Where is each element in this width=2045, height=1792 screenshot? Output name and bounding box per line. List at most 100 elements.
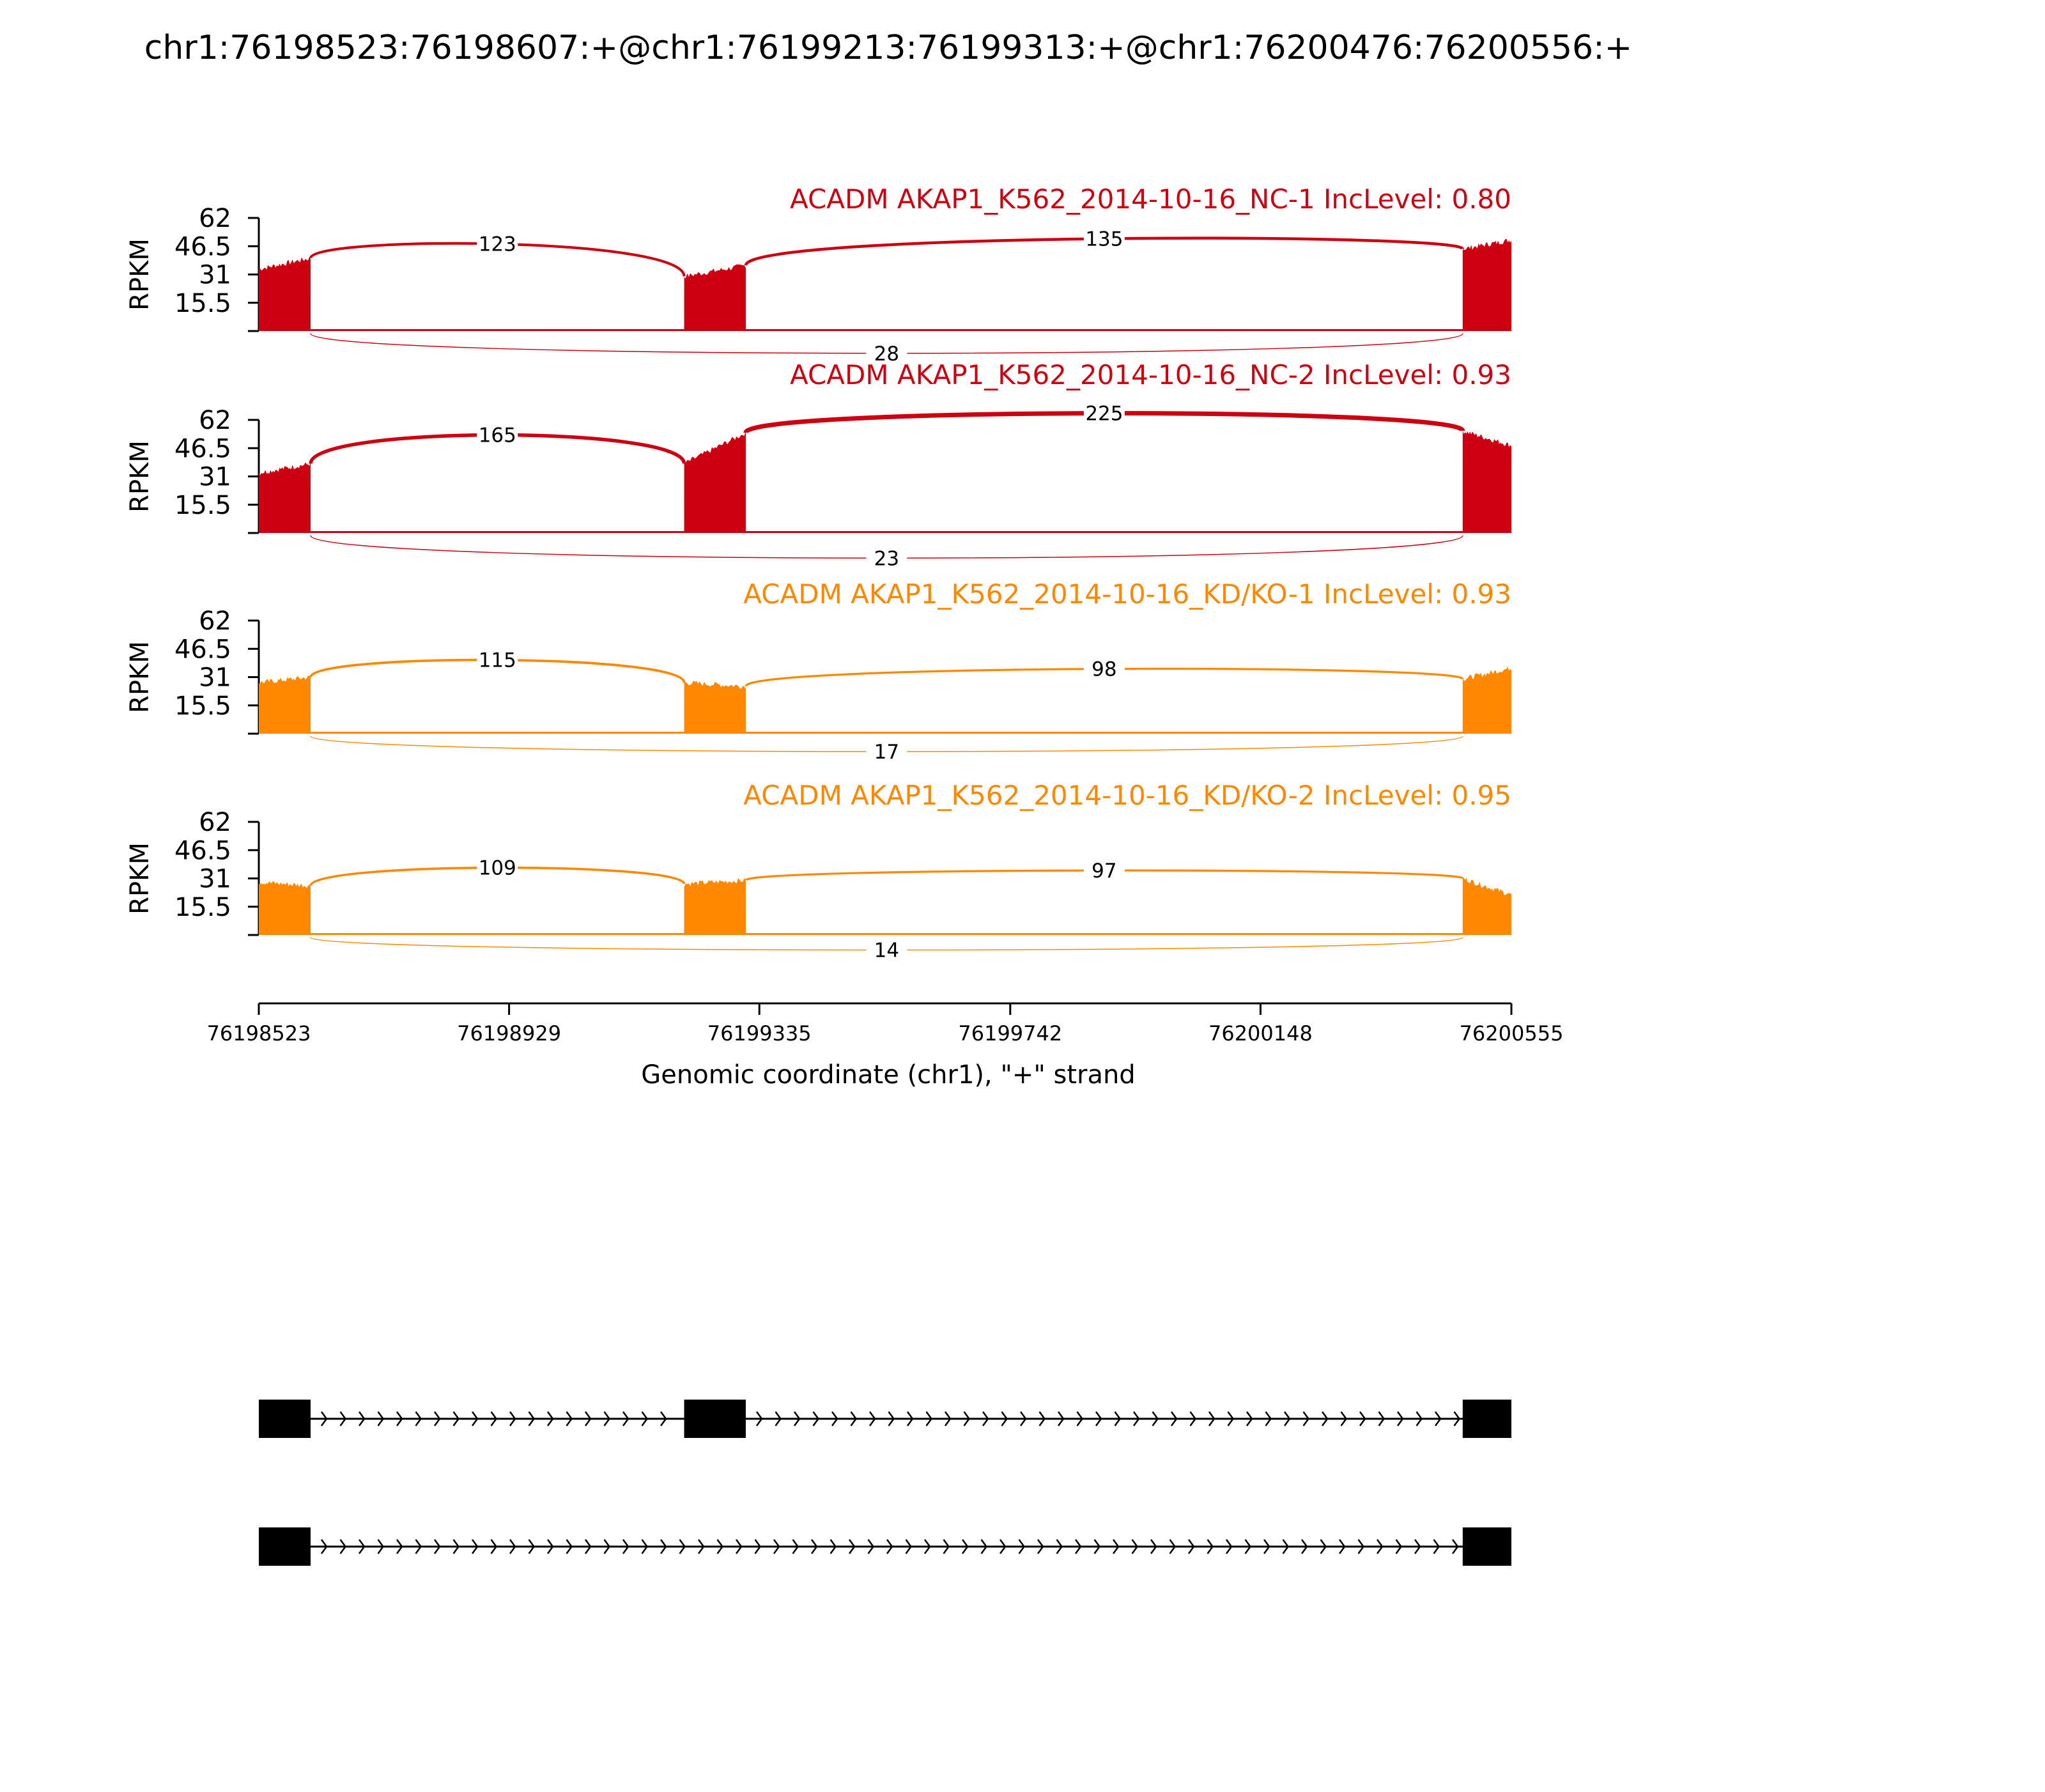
strand-chevron xyxy=(1189,1411,1197,1426)
junction-count-box xyxy=(477,856,518,879)
junction-count: 23 xyxy=(874,547,899,570)
strand-chevron xyxy=(1152,1411,1159,1426)
x-tick-label: 76200555 xyxy=(1460,1021,1564,1046)
strand-chevron xyxy=(868,1411,876,1426)
strand-chevron xyxy=(566,1411,573,1426)
strand-chevron xyxy=(1433,1539,1440,1554)
strand-chevron xyxy=(547,1411,554,1426)
strand-chevron xyxy=(622,1539,629,1554)
strand-chevron xyxy=(755,1411,763,1426)
strand-chevron xyxy=(775,1411,782,1426)
y-axis-label: RPKM xyxy=(125,238,155,311)
y-tick-label: 62 xyxy=(199,808,231,837)
y-tick-label: 31 xyxy=(199,865,231,894)
junction-count: 109 xyxy=(479,857,516,880)
exon-coverage-2 xyxy=(684,877,746,935)
strand-chevron xyxy=(377,1411,385,1426)
junction-count: 123 xyxy=(479,233,516,256)
isoform-exon-1 xyxy=(259,1527,311,1566)
strand-chevron xyxy=(1453,1411,1461,1426)
y-tick-label: 31 xyxy=(199,261,231,290)
strand-chevron xyxy=(982,1411,989,1426)
strand-chevron xyxy=(1037,1539,1044,1554)
strand-chevron xyxy=(886,1539,893,1554)
strand-chevron xyxy=(641,1411,649,1426)
exon-coverage-3 xyxy=(1462,666,1511,734)
isoform-exon-1 xyxy=(259,1400,311,1438)
y-tick-label: 15.5 xyxy=(174,491,231,520)
junction-count: 98 xyxy=(1092,658,1116,681)
strand-chevron xyxy=(509,1539,516,1554)
strand-chevron xyxy=(830,1539,837,1554)
strand-chevron xyxy=(962,1539,969,1554)
junction-count: 28 xyxy=(874,343,899,366)
x-axis: 76198523 76198929 76199335 76199742 76200148… xyxy=(207,1002,1564,1046)
strand-chevron xyxy=(1395,1539,1403,1554)
strand-chevron xyxy=(905,1539,913,1554)
strand-chevron xyxy=(943,1539,950,1554)
strand-chevron xyxy=(660,1539,667,1554)
strand-chevron xyxy=(641,1539,649,1554)
strand-chevron xyxy=(867,1539,875,1554)
track-label: ACADM AKAP1_K562_2014-10-16_KD/KO-1 IncL… xyxy=(743,578,1511,610)
x-tick-label: 76198929 xyxy=(457,1021,561,1046)
strand-chevron xyxy=(1378,1411,1385,1426)
strand-chevron xyxy=(1095,1411,1102,1426)
strand-chevron xyxy=(1114,1411,1122,1426)
isoform-exon-2 xyxy=(684,1400,746,1438)
y-tick-label: 46.5 xyxy=(174,836,231,865)
strand-chevron xyxy=(888,1411,895,1426)
strand-chevron xyxy=(925,1411,933,1426)
strand-chevron xyxy=(773,1539,780,1554)
junction-count-box xyxy=(477,648,518,672)
exon-coverage-3 xyxy=(1462,238,1511,331)
strand-chevron xyxy=(1396,1411,1404,1426)
strand-chevron xyxy=(359,1539,366,1554)
strand-chevron xyxy=(528,1411,536,1426)
exon-coverage-2 xyxy=(684,681,746,734)
strand-chevron xyxy=(1131,1539,1139,1554)
strand-chevron xyxy=(1246,1411,1253,1426)
strand-chevron xyxy=(339,1411,347,1426)
x-tick-label: 76199335 xyxy=(707,1021,812,1046)
junction-count-box xyxy=(866,341,907,365)
strand-chevron xyxy=(660,1411,667,1426)
junction-count: 115 xyxy=(479,649,516,672)
strand-chevron xyxy=(1188,1539,1195,1554)
strand-chevron xyxy=(566,1539,573,1554)
strand-chevron xyxy=(1434,1411,1442,1426)
junction-count: 17 xyxy=(874,741,899,764)
isoform-2 xyxy=(259,1527,1511,1566)
y-tick-label: 31 xyxy=(199,663,231,693)
strand-chevron xyxy=(472,1539,479,1554)
strand-chevron xyxy=(1150,1539,1157,1554)
strand-chevron xyxy=(1057,1411,1065,1426)
isoform-1 xyxy=(259,1400,1511,1438)
strand-chevron xyxy=(906,1411,914,1426)
strand-chevron xyxy=(434,1411,441,1426)
strand-chevron xyxy=(1340,1411,1348,1426)
strand-chevron xyxy=(1169,1539,1177,1554)
junction-count-box xyxy=(866,740,907,763)
strand-chevron xyxy=(528,1539,536,1554)
x-tick-label: 76200148 xyxy=(1208,1021,1313,1046)
y-tick-label: 62 xyxy=(199,204,231,233)
isoform-exon-3 xyxy=(1462,1400,1511,1438)
strand-chevron xyxy=(1018,1539,1026,1554)
strand-chevron xyxy=(1263,1539,1270,1554)
strand-chevron xyxy=(1208,1411,1215,1426)
isoform-exon-2 xyxy=(1462,1527,1511,1566)
strand-chevron xyxy=(1076,1411,1084,1426)
exon-coverage-2 xyxy=(684,430,746,533)
strand-chevron xyxy=(490,1411,498,1426)
strand-chevron xyxy=(585,1411,592,1426)
x-axis-label: Genomic coordinate (chr1), "+" strand xyxy=(641,1060,1135,1090)
strand-chevron xyxy=(850,1411,858,1426)
strand-chevron xyxy=(1301,1539,1308,1554)
junction-count: 14 xyxy=(874,939,899,962)
strand-chevron xyxy=(811,1539,818,1554)
junction-count: 97 xyxy=(1092,860,1116,883)
